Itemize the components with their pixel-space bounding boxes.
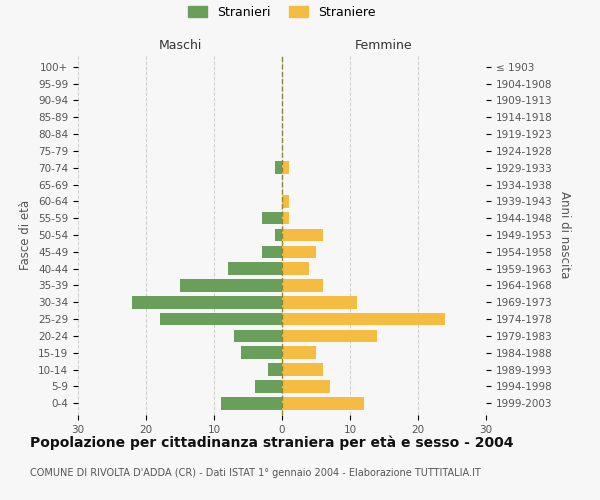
Bar (282, 228, 323, 241)
Bar (262, 246, 282, 258)
Bar (262, 212, 282, 224)
Bar (160, 313, 282, 326)
Text: Maschi: Maschi (158, 40, 202, 52)
Bar (275, 228, 282, 241)
Bar (255, 380, 282, 392)
Bar (282, 279, 323, 292)
Bar (275, 162, 282, 174)
Bar (282, 364, 323, 376)
Text: Popolazione per cittadinanza straniera per età e sesso - 2004: Popolazione per cittadinanza straniera p… (30, 435, 514, 450)
Bar (133, 296, 282, 308)
Bar (282, 346, 316, 359)
Bar (282, 296, 357, 308)
Bar (282, 397, 364, 409)
Bar (282, 246, 316, 258)
Bar (282, 162, 289, 174)
Y-axis label: Anni di nascita: Anni di nascita (558, 192, 571, 278)
Bar (282, 330, 377, 342)
Bar (235, 330, 282, 342)
Bar (282, 313, 445, 326)
Bar (227, 262, 282, 275)
Bar (180, 279, 282, 292)
Text: COMUNE DI RIVOLTA D'ADDA (CR) - Dati ISTAT 1° gennaio 2004 - Elaborazione TUTTIT: COMUNE DI RIVOLTA D'ADDA (CR) - Dati IST… (30, 468, 481, 477)
Bar (268, 364, 282, 376)
Bar (282, 380, 329, 392)
Text: Femmine: Femmine (355, 40, 413, 52)
Bar (282, 195, 289, 207)
Y-axis label: Fasce di età: Fasce di età (19, 200, 32, 270)
Legend: Stranieri, Straniere: Stranieri, Straniere (184, 0, 380, 24)
Bar (221, 397, 282, 409)
Bar (282, 212, 289, 224)
Bar (241, 346, 282, 359)
Bar (282, 262, 309, 275)
